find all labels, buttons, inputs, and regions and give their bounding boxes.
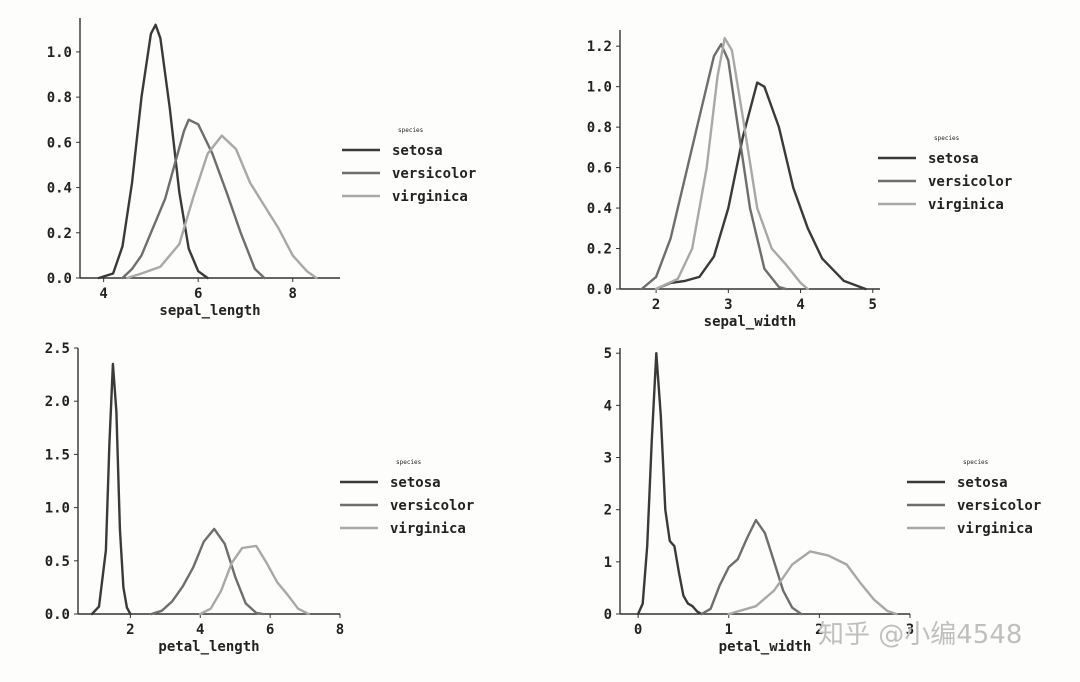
legend-label-virginica: virginica [957, 521, 1033, 537]
y-tick-label: 5 [604, 346, 612, 362]
series-line-setosa [654, 81, 867, 291]
x-tick-label: 8 [289, 286, 297, 302]
y-tick-label: 0.2 [587, 242, 612, 258]
y-tick-label: 2.0 [45, 394, 70, 410]
legend-label-versicolor: versicolor [392, 166, 476, 182]
series-line-versicolor [150, 527, 265, 616]
legend-label-setosa: setosa [957, 475, 1008, 491]
y-tick-label: 0.0 [587, 282, 612, 298]
series-line-setosa [90, 362, 132, 616]
legend-label-virginica: virginica [392, 189, 468, 205]
y-tick-label: 4 [604, 398, 612, 414]
y-tick-label: 1.5 [45, 447, 70, 463]
y-tick-label: 2 [604, 503, 612, 519]
x-tick-label: 2 [126, 622, 134, 638]
y-tick-label: 1.2 [587, 39, 612, 55]
series-line-setosa [97, 23, 209, 280]
y-tick-label: 0.2 [47, 226, 72, 242]
subplot-petal-length: 0.0 0.5 1.0 1.5 2.0 2.5 2 4 6 8 petal_length specie… [45, 341, 475, 655]
legend: species setosa versicolor virginica [878, 135, 1012, 213]
y-tick-label: 1 [604, 555, 612, 571]
legend-title: species [398, 127, 424, 134]
x-tick-label: 2 [815, 622, 823, 638]
legend: species setosa versicolor virginica [340, 459, 474, 537]
x-axis-label: petal_length [158, 639, 259, 655]
subplot-petal-width: 0 1 2 3 4 5 0 1 2 3 petal_width species setosa versic… [604, 346, 1042, 655]
legend-label-versicolor: versicolor [390, 498, 474, 514]
series-line-virginica [654, 36, 809, 291]
y-tick-label: 1.0 [587, 80, 612, 96]
x-tick-label: 8 [336, 622, 344, 638]
x-tick-label: 6 [194, 286, 202, 302]
legend-label-virginica: virginica [390, 521, 466, 537]
y-tick-label: 0.6 [587, 161, 612, 177]
x-axis-label: sepal_length [159, 303, 260, 319]
y-tick-label: 1.0 [45, 501, 70, 517]
x-tick-label: 4 [796, 297, 804, 313]
y-tick-label: 0.4 [587, 201, 612, 217]
x-tick-label: 2 [652, 297, 660, 313]
y-tick-label: 0.8 [47, 90, 72, 106]
x-tick-label: 0 [634, 622, 642, 638]
y-tick-label: 0.4 [47, 181, 72, 197]
legend-title: species [934, 135, 960, 142]
watermark: 知乎 @小编4548 [818, 620, 1023, 650]
series-line-versicolor [121, 118, 266, 280]
series-line-virginica [727, 550, 898, 616]
x-tick-label: 5 [869, 297, 877, 313]
legend-label-setosa: setosa [928, 151, 979, 167]
series-line-virginica [126, 134, 318, 280]
legend-title: species [963, 459, 989, 466]
legend-label-setosa: setosa [390, 475, 441, 491]
x-tick-label: 3 [724, 297, 732, 313]
x-axis-label: petal_width [719, 639, 812, 655]
x-tick-label: 3 [906, 622, 914, 638]
legend-title: species [396, 459, 422, 466]
y-tick-label: 0 [604, 607, 612, 623]
legend-label-virginica: virginica [928, 197, 1004, 213]
series-line-virginica [199, 544, 310, 616]
y-tick-label: 0.5 [45, 554, 70, 570]
x-tick-label: 4 [99, 286, 107, 302]
legend: species setosa versicolor virginica [342, 127, 476, 205]
y-tick-label: 0.0 [47, 271, 72, 287]
y-tick-label: 1.0 [47, 45, 72, 61]
x-tick-label: 6 [266, 622, 274, 638]
subplot-sepal-length: 0.0 0.2 0.4 0.6 0.8 1.0 4 6 8 sepal_length species… [47, 18, 476, 319]
x-tick-label: 4 [196, 622, 204, 638]
y-tick-label: 0.8 [587, 120, 612, 136]
y-tick-label: 3 [604, 451, 612, 467]
x-axis-label: sepal_width [704, 314, 797, 330]
legend: species setosa versicolor virginica [907, 459, 1041, 537]
legend-label-versicolor: versicolor [928, 174, 1012, 190]
y-tick-label: 0.0 [45, 607, 70, 623]
series-line-versicolor [700, 518, 803, 616]
y-tick-label: 0.6 [47, 135, 72, 151]
series-line-versicolor [640, 43, 788, 291]
series-line-setosa [636, 352, 703, 616]
y-tick-label: 2.5 [45, 341, 70, 357]
legend-label-versicolor: versicolor [957, 498, 1041, 514]
x-tick-label: 1 [725, 622, 733, 638]
legend-label-setosa: setosa [392, 143, 443, 159]
subplot-sepal-width: 0.0 0.2 0.4 0.6 0.8 1.0 1.2 2 3 4 5 sepal_width spec… [587, 30, 1012, 330]
